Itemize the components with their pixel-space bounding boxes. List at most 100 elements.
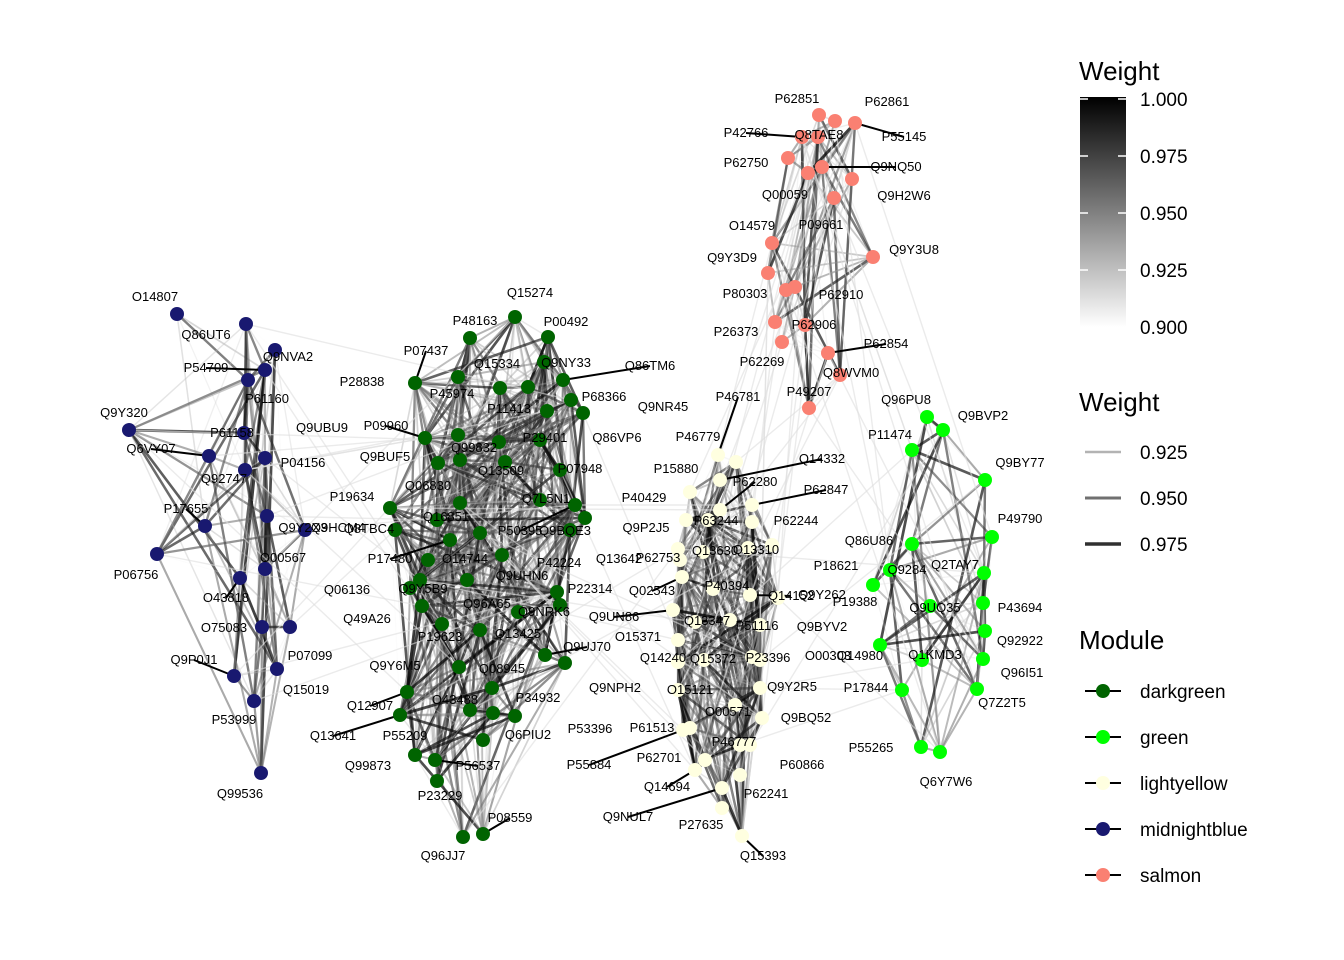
green-node <box>883 563 897 577</box>
network-edge <box>774 172 809 323</box>
network-edge <box>264 568 291 628</box>
network-edge <box>244 410 548 471</box>
node-label: Q9UQ35 <box>909 600 960 615</box>
darkgreen-node <box>383 501 397 515</box>
network-edge <box>239 529 306 579</box>
network-edge <box>435 462 440 521</box>
node-label: Q96A65 <box>463 596 511 611</box>
network-edge <box>204 457 266 527</box>
node-label: P07437 <box>404 343 449 358</box>
network-edge <box>459 502 696 771</box>
node-label: Q92747 <box>201 471 247 486</box>
network-edge <box>252 700 263 774</box>
node-label: P55884 <box>567 757 612 772</box>
darkgreen-node <box>576 406 590 420</box>
node-label: Q00059 <box>762 187 808 202</box>
network-edge <box>419 532 481 581</box>
node-label: Q9Y6M5 <box>369 658 420 673</box>
network-edge <box>672 593 751 612</box>
darkgreen-node <box>451 370 465 384</box>
network-edge <box>677 548 985 574</box>
node-label-layer: Q15274 P48163 P00492 P07437 Q15334 Q9NY33 Q86T… <box>100 91 1044 863</box>
node-label: P62851 <box>775 91 820 106</box>
network-edge <box>434 715 516 761</box>
darkgreen-node <box>408 376 422 390</box>
lightyellow-node <box>666 603 680 617</box>
module-legend-label: midnightblue <box>1140 820 1248 841</box>
network-edge <box>514 316 529 388</box>
network-edge <box>739 744 743 837</box>
network-edge <box>582 412 679 641</box>
salmon-node <box>827 191 841 205</box>
network-edge <box>491 661 566 690</box>
salmon-node <box>781 151 795 165</box>
salmon-node <box>768 315 782 329</box>
network-edge <box>233 591 558 677</box>
node-label: O43818 <box>203 590 249 605</box>
label-leader-line <box>854 122 905 138</box>
network-edge <box>685 479 721 521</box>
lightyellow-node <box>743 738 757 752</box>
lightyellow-node <box>679 513 693 527</box>
network-edge <box>920 659 923 748</box>
network-edge <box>156 469 246 555</box>
midnightblue-node <box>247 694 261 708</box>
node-label: Q13347 <box>684 613 730 628</box>
network-edge <box>839 256 874 376</box>
salmon-node <box>788 280 802 294</box>
node-label: P62854 <box>864 336 909 351</box>
node-label: P17844 <box>844 680 889 695</box>
legend-module-title: Module <box>1079 625 1164 655</box>
node-label: P43694 <box>998 600 1043 615</box>
node-label: Q13509 <box>478 463 524 478</box>
node-label: Q92922 <box>997 633 1043 648</box>
darkgreen-node <box>508 709 522 723</box>
network-edge <box>469 544 773 711</box>
network-edge <box>767 256 874 274</box>
network-edge <box>694 769 723 809</box>
network-edge <box>942 429 986 481</box>
network-edge <box>156 455 210 555</box>
label-leader-line <box>751 489 827 506</box>
darkgreen-node <box>578 511 592 525</box>
salmon-node <box>761 266 775 280</box>
network-edge <box>677 624 761 691</box>
node-label: Q9NVA2 <box>263 349 313 364</box>
node-label: P46779 <box>676 429 721 444</box>
network-edge <box>504 460 561 472</box>
label-leader-line <box>719 481 756 511</box>
node-label: Q9UN86 <box>589 609 640 624</box>
green-node <box>915 653 929 667</box>
network-edge <box>677 661 741 746</box>
green-node <box>985 530 999 544</box>
node-label: P62280 <box>733 474 778 489</box>
network-edge <box>707 519 751 596</box>
darkgreen-node <box>533 493 547 507</box>
node-label: Q9H2W6 <box>877 188 930 203</box>
network-edge <box>414 754 464 838</box>
node-label: P80303 <box>723 286 768 301</box>
network-edge <box>688 659 706 729</box>
node-label: Q13425 <box>495 626 541 641</box>
network-edge <box>677 621 696 663</box>
network-edge <box>808 374 841 409</box>
label-leader-line <box>193 659 235 677</box>
node-label: P09661 <box>799 217 844 232</box>
lightyellow-node <box>688 763 702 777</box>
lightyellow-node <box>735 829 749 843</box>
network-edge <box>243 432 306 531</box>
darkgreen-node <box>456 830 470 844</box>
network-edge <box>419 579 546 656</box>
darkgreen-node <box>533 433 547 447</box>
network-edge <box>498 379 564 443</box>
network-edge <box>424 361 545 439</box>
node-label: P23229 <box>418 788 463 803</box>
node-label: P27635 <box>679 817 724 832</box>
colorbar-tick-label: 0.950 <box>1140 204 1188 225</box>
salmon-node <box>765 236 779 250</box>
darkgreen-node <box>451 428 465 442</box>
node-label: O14579 <box>729 218 775 233</box>
darkgreen-node <box>428 753 442 767</box>
salmon-node <box>798 318 812 332</box>
network-edge <box>406 666 460 693</box>
